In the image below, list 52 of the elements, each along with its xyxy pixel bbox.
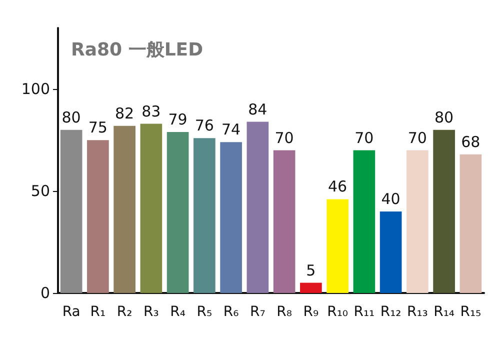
bar — [380, 211, 402, 293]
y-tick-label: 100 — [21, 80, 50, 98]
data-label: 5 — [306, 261, 316, 280]
x-tick-label: R₆ — [223, 304, 240, 320]
y-tick-label: 0 — [40, 284, 50, 302]
x-tick-label: R₁₂ — [380, 304, 402, 320]
bar — [326, 199, 348, 293]
x-tick-label: R₄ — [170, 304, 186, 320]
bar — [87, 140, 109, 293]
x-tick-label: R₃ — [144, 304, 159, 320]
bar — [246, 122, 269, 293]
bar — [166, 132, 189, 293]
bar — [220, 142, 242, 293]
x-tick-label: R₁₁ — [354, 304, 375, 320]
x-tick-label: R₇ — [250, 304, 266, 320]
x-tick-label: R₁₀ — [327, 304, 348, 320]
x-tick-label: R₁₅ — [460, 304, 482, 320]
data-label: 68 — [461, 132, 480, 151]
bar — [194, 138, 216, 293]
x-tick-label: Ra — [62, 304, 80, 320]
data-label: 74 — [222, 120, 241, 139]
data-label: 82 — [115, 104, 134, 122]
x-tick-label: R₅ — [196, 304, 212, 320]
bar — [406, 150, 428, 293]
x-tick-label: R₁₄ — [434, 304, 455, 320]
data-label: 46 — [328, 178, 348, 196]
bar — [460, 154, 482, 293]
data-label: 80 — [434, 108, 454, 126]
bar — [300, 282, 322, 293]
bar — [273, 150, 296, 293]
bar — [60, 130, 82, 293]
bar — [114, 126, 136, 293]
data-label: 79 — [168, 110, 188, 128]
data-label: 70 — [274, 128, 294, 147]
bar — [353, 150, 376, 293]
data-label: 70 — [408, 128, 427, 147]
data-label: 70 — [354, 128, 374, 147]
bar — [140, 124, 162, 293]
data-label: 83 — [142, 102, 161, 120]
bar — [433, 130, 455, 293]
x-tick-label: R₈ — [276, 304, 292, 320]
y-tick-label: 50 — [30, 182, 50, 200]
x-tick-label: R₁ — [90, 304, 106, 320]
data-label: 80 — [62, 108, 81, 126]
data-label: 75 — [88, 118, 108, 137]
x-tick-label: R₁₃ — [406, 304, 428, 320]
data-label: 84 — [248, 100, 268, 118]
x-tick-label: R₉ — [303, 304, 319, 320]
data-label: 40 — [381, 190, 400, 208]
x-tick-label: R₂ — [116, 304, 132, 320]
data-label: 76 — [194, 116, 214, 135]
text: Ra80 一般LED — [71, 40, 204, 60]
